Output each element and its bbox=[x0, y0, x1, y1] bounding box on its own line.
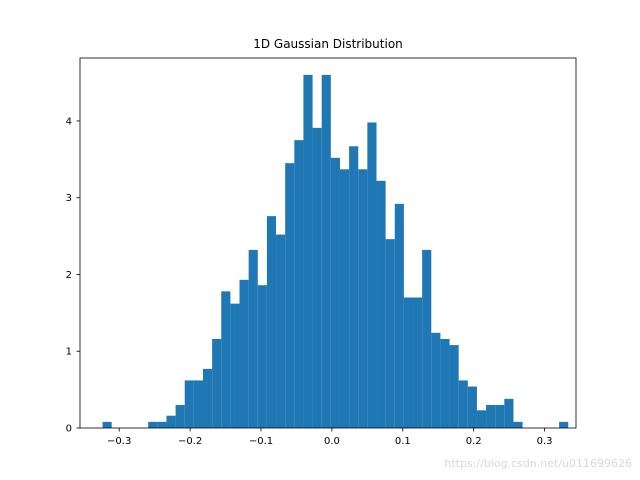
histogram-bar bbox=[449, 345, 459, 428]
y-tick-label: 3 bbox=[66, 193, 72, 204]
y-tick-label: 2 bbox=[66, 270, 72, 281]
x-tick-label: 0.2 bbox=[466, 436, 482, 447]
histogram-bar bbox=[559, 421, 569, 428]
histogram-bar bbox=[193, 380, 203, 428]
histogram-bar bbox=[157, 421, 167, 428]
y-axis-ticks: 0 1 2 3 4 bbox=[66, 116, 80, 435]
histogram-bar bbox=[148, 421, 158, 428]
histogram-bar bbox=[358, 169, 368, 428]
histogram-bar bbox=[312, 127, 322, 428]
y-tick-label: 4 bbox=[66, 116, 72, 127]
histogram-bar bbox=[376, 180, 386, 428]
y-tick-label: 0 bbox=[66, 424, 72, 435]
histogram-bar bbox=[339, 169, 350, 428]
chart-title: 1D Gaussian Distribution bbox=[253, 37, 403, 51]
histogram-bar bbox=[394, 203, 404, 428]
histogram-bar bbox=[495, 404, 505, 428]
histogram-bar bbox=[458, 380, 468, 428]
histogram-bar bbox=[212, 338, 222, 428]
histogram-bar bbox=[230, 303, 240, 428]
histogram-bar bbox=[349, 146, 359, 428]
histogram-bar bbox=[367, 122, 377, 428]
histogram-bar bbox=[321, 74, 331, 428]
histogram-bar bbox=[440, 338, 450, 428]
histogram-bar bbox=[257, 285, 267, 428]
histogram-bar bbox=[413, 297, 423, 428]
histogram-bar bbox=[513, 421, 523, 428]
histogram-bar bbox=[403, 297, 414, 428]
histogram-bar bbox=[175, 404, 185, 428]
histogram-bar bbox=[330, 157, 340, 429]
x-tick-label: 0.0 bbox=[324, 436, 340, 447]
histogram-bar bbox=[166, 415, 176, 428]
histogram-bar bbox=[102, 421, 112, 428]
bars-group bbox=[102, 74, 569, 429]
histogram-bar bbox=[303, 74, 313, 428]
histogram-bar bbox=[385, 239, 395, 428]
x-tick-label: −0.2 bbox=[178, 436, 202, 447]
plot-frame bbox=[79, 57, 577, 429]
histogram-bar bbox=[504, 398, 514, 428]
x-axis-ticks: −0.3 −0.2 −0.1 0.0 0.1 0.2 0.3 bbox=[107, 428, 553, 447]
histogram-bar bbox=[266, 216, 277, 428]
histogram-bar bbox=[467, 386, 477, 428]
histogram-bar bbox=[202, 368, 213, 428]
histogram-bar bbox=[476, 410, 487, 428]
histogram-bar bbox=[276, 234, 286, 428]
histogram-bar bbox=[239, 279, 249, 428]
histogram-bar bbox=[285, 163, 295, 429]
histogram-bar bbox=[184, 380, 194, 428]
histogram-bar bbox=[431, 332, 441, 428]
x-tick-label: 0.1 bbox=[395, 436, 411, 447]
histogram-bar bbox=[248, 249, 258, 428]
histogram-bar bbox=[294, 140, 304, 428]
x-tick-label: −0.3 bbox=[107, 436, 131, 447]
histogram-bar bbox=[221, 291, 231, 428]
y-tick-label: 1 bbox=[66, 347, 72, 358]
x-tick-label: 0.3 bbox=[537, 436, 553, 447]
x-tick-label: −0.1 bbox=[249, 436, 273, 447]
histogram-bar bbox=[422, 249, 432, 428]
histogram-bar bbox=[486, 404, 496, 428]
watermark-text: https://blog.csdn.net/u011699626 bbox=[444, 457, 632, 470]
